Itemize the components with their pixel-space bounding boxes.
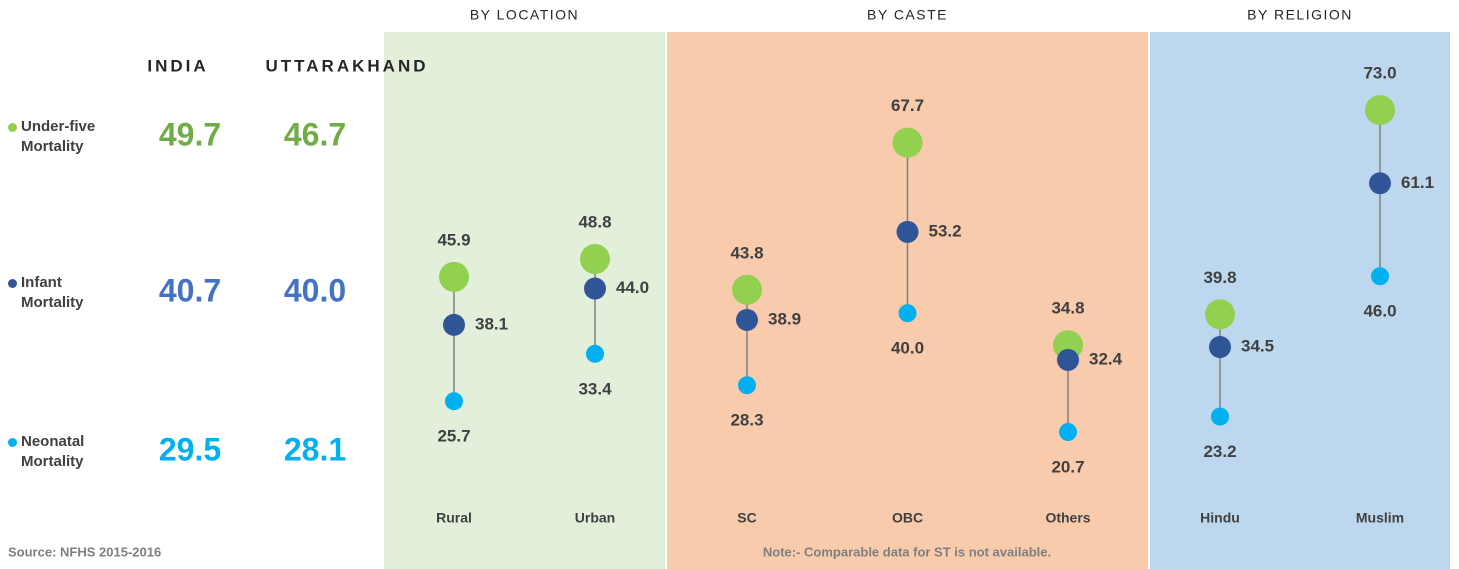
panel-background <box>1150 32 1450 569</box>
dot <box>1205 299 1235 330</box>
summary-value: 40.0 <box>284 272 346 308</box>
dot <box>1057 348 1079 371</box>
x-tick-label: Muslim <box>1356 510 1404 526</box>
legend-marker <box>8 123 17 132</box>
x-tick-label: OBC <box>892 510 923 526</box>
dot <box>584 277 606 300</box>
dot <box>1059 423 1077 441</box>
source: Source: NFHS 2015-2016 <box>8 544 161 559</box>
dot <box>736 308 758 331</box>
data-label: 28.3 <box>730 411 763 430</box>
legend-label: Neonatal Mortality <box>21 433 85 470</box>
summary-value: 49.7 <box>159 116 221 152</box>
dot <box>896 220 919 243</box>
x-tick-label: Rural <box>436 510 472 526</box>
x-tick-label: SC <box>737 510 756 526</box>
column-header: INDIA <box>147 56 208 75</box>
dot <box>1369 172 1391 195</box>
data-label: 38.1 <box>475 314 508 333</box>
legend-label: Under-five Mortality <box>21 118 96 155</box>
data-label: 73.0 <box>1363 63 1396 82</box>
legend-entry: Neonatal Mortality <box>8 432 118 472</box>
dot <box>732 274 762 305</box>
legend-marker <box>8 279 17 288</box>
legend-marker <box>8 438 17 447</box>
data-label: 20.7 <box>1051 457 1084 476</box>
data-label: 39.8 <box>1203 268 1236 287</box>
x-tick-label: Urban <box>575 510 615 526</box>
data-label: 61.1 <box>1401 173 1434 192</box>
dot <box>1371 267 1389 286</box>
dot <box>443 313 465 336</box>
data-label: 34.5 <box>1241 337 1274 356</box>
dot <box>1211 407 1229 426</box>
legend-label: Infant Mortality <box>21 274 84 311</box>
panel-title: BY CASTE <box>867 7 948 23</box>
panel-title: BY RELIGION <box>1247 7 1353 23</box>
dot <box>439 261 469 292</box>
data-label: 45.9 <box>437 230 470 249</box>
data-label: 44.0 <box>616 278 649 297</box>
panel-background <box>384 32 665 569</box>
dot <box>898 304 917 323</box>
summary-value: 40.7 <box>159 272 221 308</box>
summary-value: 46.7 <box>284 116 346 152</box>
summary-value: 29.5 <box>159 431 221 467</box>
data-label: 25.7 <box>437 427 470 446</box>
data-label: 34.8 <box>1051 299 1084 318</box>
dot <box>445 392 463 411</box>
dot <box>586 344 604 363</box>
dot <box>1209 336 1231 359</box>
data-label: 32.4 <box>1089 349 1123 368</box>
legend-entry: Infant Mortality <box>8 273 118 313</box>
data-label: 46.0 <box>1363 302 1396 321</box>
dot <box>1365 95 1395 125</box>
column-header: UTTARAKHAND <box>266 56 429 75</box>
data-label: 48.8 <box>578 212 611 231</box>
x-tick-label: Hindu <box>1200 510 1240 526</box>
x-tick-label: Others <box>1045 510 1090 526</box>
data-label: 43.8 <box>730 243 763 262</box>
data-label: 53.2 <box>929 221 962 240</box>
data-label: 23.2 <box>1203 442 1236 461</box>
data-label: 38.9 <box>768 309 801 328</box>
dot <box>892 127 923 158</box>
data-label: 67.7 <box>891 96 924 115</box>
panel-title: BY LOCATION <box>470 7 579 23</box>
summary-value: 28.1 <box>284 431 346 467</box>
legend-entry: Under-five Mortality <box>8 117 118 157</box>
dot <box>580 243 610 274</box>
data-label: 33.4 <box>578 379 612 398</box>
note: Note:- Comparable data for ST is not ava… <box>763 544 1051 559</box>
data-label: 40.0 <box>891 339 924 358</box>
dot <box>738 376 756 395</box>
